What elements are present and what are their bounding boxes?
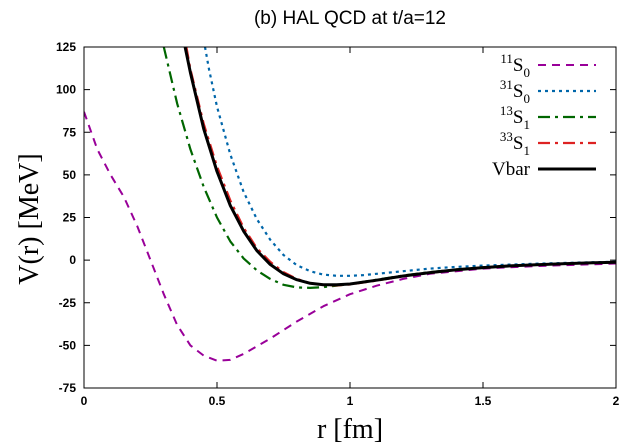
x-tick-label: 0.5: [209, 394, 226, 408]
y-tick-label: -50: [59, 338, 77, 352]
legend-label-33S1: 33S1: [500, 129, 530, 158]
y-tick-label: 50: [63, 168, 77, 182]
x-tick-label: 2: [613, 394, 620, 408]
y-tick-label: -25: [59, 296, 77, 310]
plot-frame: [83, 46, 617, 389]
series-line-Vbar: [183, 47, 616, 287]
series-lines: [84, 47, 616, 362]
legend-label-11S0: 11S0: [500, 51, 530, 80]
y-tick-label: 25: [63, 211, 77, 225]
series-line-31S0: [203, 47, 616, 277]
series-line-13S1: [162, 47, 616, 289]
y-tick-label: 75: [63, 125, 77, 139]
y-axis-label: V(r) [MeV]: [14, 153, 45, 284]
x-tick-label: 1.5: [475, 394, 492, 408]
legend-label-13S1: 13S1: [500, 103, 530, 132]
chart-title: (b) HAL QCD at t/a=12: [254, 8, 446, 29]
y-tick-label: 125: [56, 40, 76, 54]
y-tick-label: -75: [59, 381, 77, 395]
tick-labels: 0 0.5 1 1.5 2 -75 -50 -25 0 25 50 75 100 125: [56, 40, 620, 408]
x-tick-label: 0: [81, 394, 88, 408]
legend-label-Vbar: Vbar: [492, 159, 531, 180]
series-line-33S1: [185, 47, 616, 287]
axis-ticks: [83, 46, 617, 389]
x-tick-label: 1: [347, 394, 354, 408]
x-axis-label: r [fm]: [317, 414, 383, 445]
series-line-11S0: [84, 111, 616, 362]
legend-label-31S0: 31S0: [500, 77, 530, 106]
y-tick-label: 0: [69, 253, 76, 267]
y-tick-label: 100: [56, 83, 76, 97]
